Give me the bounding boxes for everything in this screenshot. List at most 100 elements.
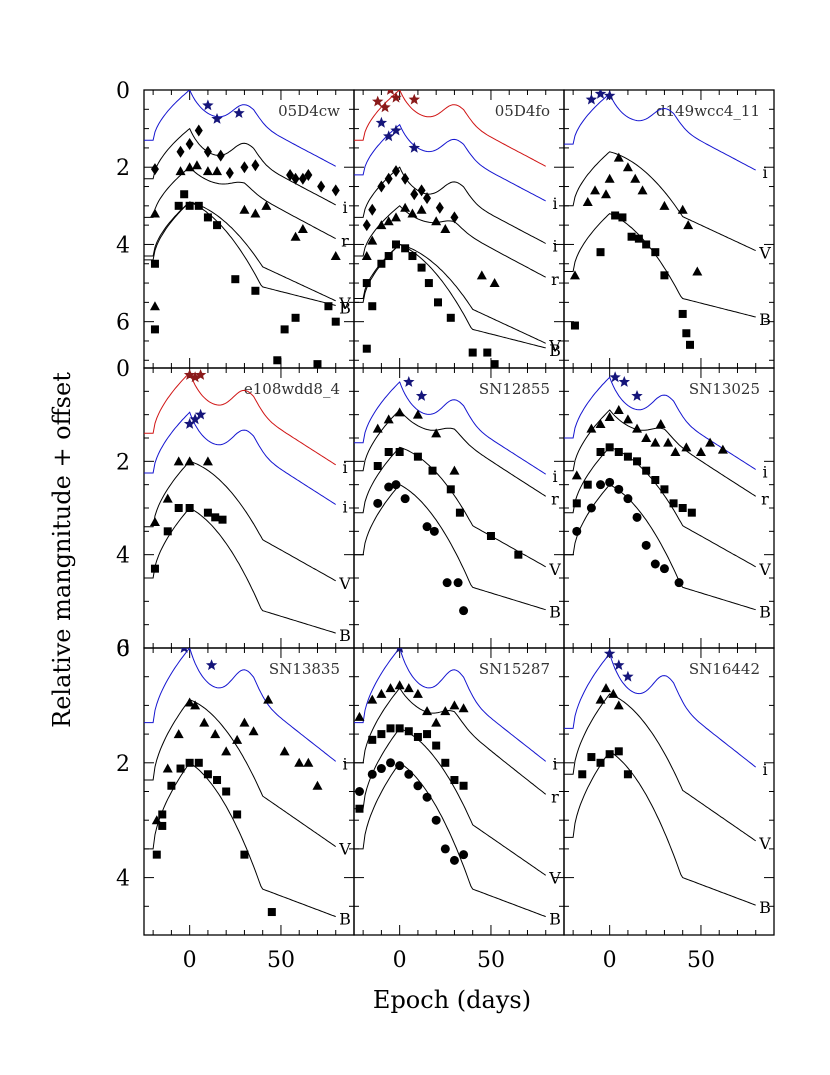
data-point-square (262, 372, 270, 380)
data-point-circle (586, 503, 596, 513)
data-point-star (613, 659, 625, 671)
data-point-triangle (608, 688, 619, 698)
data-point-square (404, 727, 413, 736)
x-tick-label: 50 (687, 948, 715, 973)
data-point-circle (449, 855, 459, 865)
data-point-diamond (410, 188, 419, 201)
data-point-triangle (440, 224, 451, 233)
band-label: B (549, 341, 561, 360)
data-point-triangle (294, 757, 305, 767)
data-point-triangle (431, 428, 442, 438)
data-point-circle (384, 482, 394, 492)
data-point-triangle (202, 166, 213, 176)
data-point-square (570, 321, 579, 330)
data-point-triangle (613, 152, 624, 162)
data-point-triangle (641, 433, 652, 442)
data-point-triangle (232, 734, 243, 744)
data-point-diamond (331, 184, 340, 197)
data-point-circle (459, 606, 469, 616)
data-point-square (446, 485, 455, 494)
data-point-triangle (400, 202, 411, 212)
data-point-triangle (692, 266, 703, 276)
data-point-square (417, 263, 426, 272)
template-curve-i (354, 123, 546, 202)
data-point-star (183, 418, 196, 429)
data-point-square (651, 248, 660, 257)
data-point-square (642, 240, 651, 249)
data-point-triangle (391, 212, 401, 222)
data-point-triangle (489, 278, 500, 288)
data-point-triangle (695, 447, 706, 456)
data-point-square (213, 776, 222, 785)
data-point-square (450, 776, 459, 785)
data-point-triangle (330, 251, 341, 261)
data-point-square (150, 259, 159, 268)
data-point-triangle (440, 706, 451, 716)
band-label: B (339, 626, 351, 645)
data-point-circle (596, 480, 606, 490)
template-curve-r (564, 409, 756, 497)
template-curve-B (144, 507, 336, 634)
y-tick-label: 2 (116, 156, 130, 181)
data-point-triangle (637, 185, 648, 195)
panel-plot-area (564, 648, 757, 906)
data-point-triangle (571, 470, 582, 480)
data-point-square (331, 317, 340, 326)
data-point-square (483, 348, 492, 357)
data-point-diamond (417, 184, 426, 197)
data-point-diamond (286, 168, 295, 181)
x-tick-label: 0 (603, 948, 617, 973)
data-point-circle (641, 540, 651, 550)
data-point-triangle (297, 224, 308, 233)
data-point-star (233, 107, 245, 118)
data-point-star (379, 101, 391, 113)
data-point-square (605, 443, 614, 452)
data-point-triangle (655, 419, 666, 428)
data-point-square (176, 764, 185, 773)
band-label: i (342, 458, 347, 477)
data-point-triangle (595, 694, 606, 704)
data-point-circle (386, 758, 396, 768)
data-point-square (377, 259, 386, 268)
panel-name: e108wdd8_4 (244, 380, 340, 398)
data-point-square (583, 480, 592, 489)
template-curve-i (144, 648, 337, 762)
data-point-square (163, 527, 172, 536)
data-point-square (413, 452, 422, 461)
data-point-square (368, 735, 377, 744)
data-point-diamond (240, 161, 249, 174)
data-point-square (203, 508, 212, 517)
data-point-square (373, 462, 382, 470)
data-point-square (627, 232, 636, 241)
data-point-square (158, 821, 167, 830)
panel-name: SN16442 (689, 660, 760, 678)
data-point-triangle (173, 456, 184, 466)
data-point-square (578, 770, 587, 779)
panel-name: 05D4fo (495, 102, 550, 120)
data-point-star (603, 90, 616, 101)
panel-name: 05D4cw (278, 102, 340, 120)
data-point-triangle (601, 683, 611, 693)
y-axis-label: Relative mangnitude + offset (48, 372, 76, 728)
data-point-square (185, 758, 194, 767)
y-tick-label: 4 (116, 233, 130, 258)
data-point-triangle (412, 688, 423, 698)
data-point-triangle (394, 680, 405, 690)
panel-e108wdd8_4: 0 2 4 6 e108wdd8_4i i V B (116, 357, 355, 662)
data-point-star (609, 371, 621, 383)
data-point-square (174, 504, 183, 512)
band-label: i (552, 754, 557, 773)
data-point-triangle (290, 231, 301, 241)
data-point-triangle (622, 162, 633, 172)
data-point-square (618, 213, 627, 222)
data-point-triangle (403, 683, 414, 693)
data-point-diamond (392, 165, 400, 178)
data-point-square (587, 753, 596, 762)
data-point-square (596, 448, 605, 456)
data-point-square (211, 513, 220, 522)
data-point-star (194, 369, 207, 380)
data-point-circle (422, 522, 432, 532)
data-point-triangle (476, 270, 487, 280)
